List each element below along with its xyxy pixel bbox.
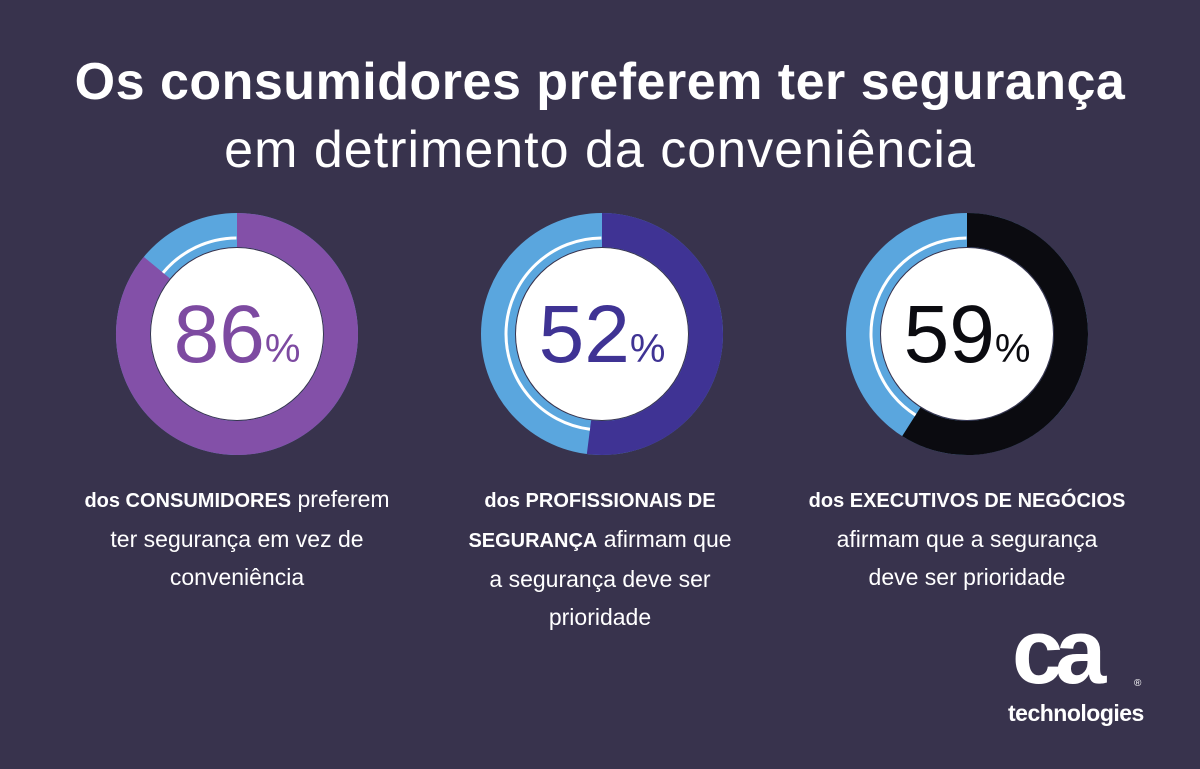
percentage-label-1: 86% — [174, 289, 301, 380]
percentage-sign-2: % — [630, 327, 666, 371]
donut-white-line-3 — [869, 236, 967, 417]
caption-3-bold: dos EXECUTIVOS DE NEGÓCIOS — [808, 490, 1126, 512]
donut-white-line-2 — [504, 236, 602, 431]
percentage-number-3: 59 — [904, 289, 995, 380]
caption-1-bold: dos CONSUMIDORES — [84, 490, 292, 512]
donut-executivos: 59% — [845, 212, 1089, 456]
caption-consumidores: dos CONSUMIDORES preferem ter segurança … — [57, 480, 417, 596]
donut-center-2 — [516, 248, 688, 420]
infographic-title: Os consumidores preferem ter segurança — [74, 53, 1126, 111]
percentage-number-2: 52 — [539, 289, 630, 380]
percentage-sign-3: % — [995, 327, 1031, 371]
donut-white-line-1 — [161, 236, 237, 274]
caption-executivos: dos EXECUTIVOS DE NEGÓCIOS afirmam que a… — [787, 480, 1147, 596]
donut-consumidores: 86% — [115, 212, 359, 456]
donut-center-3 — [881, 248, 1053, 420]
caption-3-line-1: afirmam que a segurança — [836, 526, 1098, 552]
caption-1-line-2: ter segurança em vez de — [110, 526, 364, 552]
logo-ca-mark: ca — [1012, 601, 1106, 703]
caption-2-line-3: prioridade — [548, 604, 652, 630]
caption-2-bold-2: SEGURANÇA — [468, 530, 598, 552]
donut-profissionais: 52% — [480, 212, 724, 456]
donut-value-arc-1 — [116, 213, 358, 455]
percentage-number-1: 86 — [174, 289, 265, 380]
logo-wordmark: technologies — [1008, 700, 1144, 726]
caption-1-line-3: conveniência — [169, 564, 305, 590]
percentage-label-3: 59% — [904, 289, 1031, 380]
ca-technologies-logo: ca ® technologies — [1004, 602, 1154, 732]
infographic-subtitle: em detrimento da conveniência — [224, 121, 976, 179]
caption-2-line-1: afirmam que — [603, 526, 732, 552]
percentage-label-2: 52% — [539, 289, 666, 380]
percentage-sign-1: % — [265, 327, 301, 371]
caption-1-line-1: preferem — [297, 486, 390, 512]
donut-chart-2: 52% — [481, 213, 723, 455]
caption-profissionais: dos PROFISSIONAIS DE SEGURANÇA afirmam q… — [420, 480, 780, 636]
donut-center-1 — [151, 248, 323, 420]
caption-2-bold-1: dos PROFISSIONAIS DE — [484, 490, 716, 512]
donut-chart-1: 86% — [116, 213, 358, 455]
logo-registered-mark: ® — [1134, 678, 1142, 689]
donut-value-arc-3 — [902, 213, 1088, 455]
donut-chart-3: 59% — [846, 213, 1088, 455]
caption-2-line-2: a segurança deve ser — [489, 566, 711, 592]
donut-value-arc-2 — [586, 213, 723, 455]
caption-3-line-2: deve ser prioridade — [868, 564, 1066, 590]
